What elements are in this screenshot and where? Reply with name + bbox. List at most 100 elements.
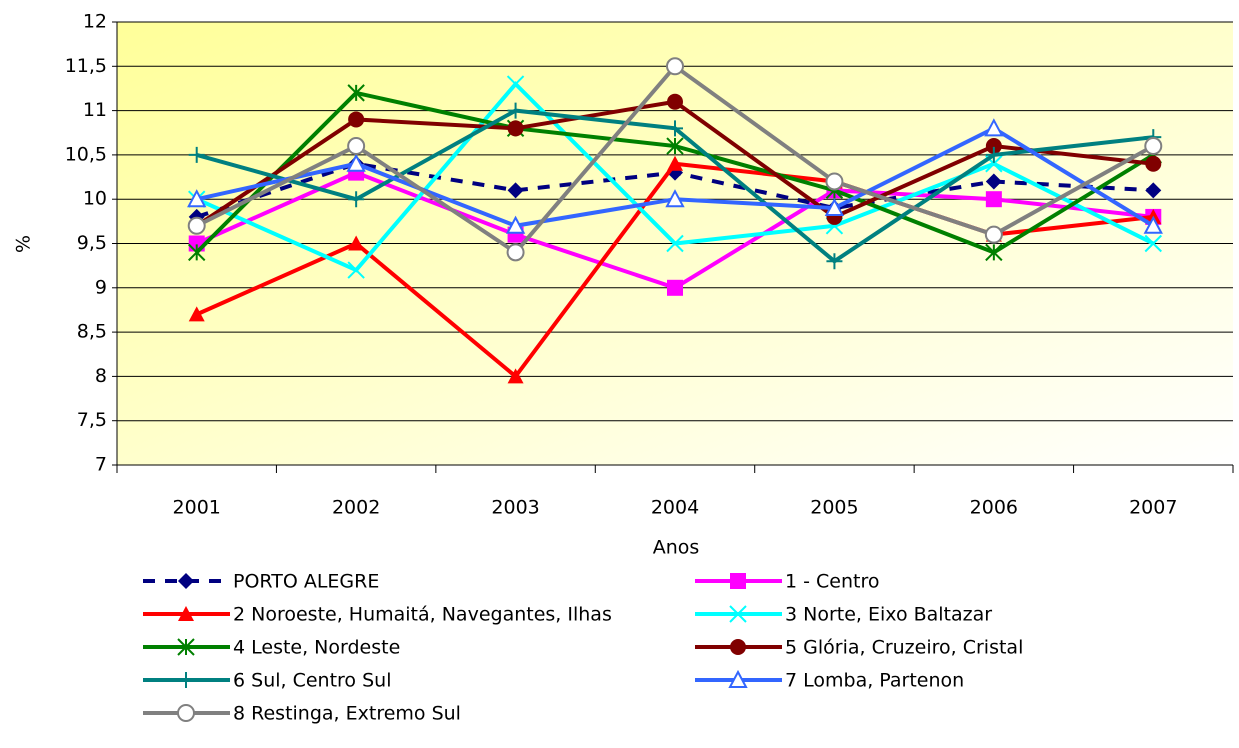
y-tick-label: 11,5 — [65, 55, 107, 77]
marker — [985, 138, 1002, 155]
marker — [177, 704, 195, 722]
marker-shape — [667, 155, 683, 171]
x-tick-label: 2006 — [970, 497, 1018, 519]
marker — [187, 189, 207, 208]
marker — [177, 638, 195, 656]
marker-shape — [667, 93, 683, 110]
marker — [348, 235, 365, 251]
marker-shape — [730, 573, 746, 589]
marker — [985, 243, 1003, 262]
marker-shape — [507, 120, 524, 137]
marker — [507, 368, 524, 384]
marker — [666, 234, 684, 253]
marker-shape — [187, 189, 207, 208]
marker-shape — [347, 137, 366, 156]
marker — [347, 84, 365, 102]
marker-shape — [984, 225, 1003, 244]
marker-shape — [1144, 137, 1163, 156]
marker — [507, 102, 524, 119]
marker — [1144, 137, 1163, 156]
marker — [505, 215, 526, 234]
marker-shape — [985, 173, 1002, 190]
marker-shape — [507, 102, 524, 119]
marker-shape — [507, 182, 524, 199]
marker — [178, 573, 194, 589]
legend-label: 7 Lomba, Partenon — [785, 670, 964, 692]
legend-label: 5 Glória, Cruzeiro, Cristal — [785, 637, 1023, 659]
marker-shape — [985, 243, 1003, 262]
marker — [348, 191, 365, 208]
marker-shape — [188, 243, 206, 262]
x-tick-label: 2005 — [810, 497, 858, 519]
marker-shape — [347, 261, 365, 279]
marker — [188, 306, 205, 322]
marker-shape — [730, 639, 746, 655]
marker — [178, 606, 194, 621]
marker-shape — [728, 669, 748, 688]
y-tick-label: 9 — [95, 276, 107, 298]
marker-shape — [985, 146, 1002, 163]
marker-shape — [187, 216, 206, 235]
marker-shape — [348, 235, 365, 251]
legend-label: 2 Noroeste, Humaitá, Navegantes, Ilhas — [233, 604, 612, 626]
marker-shape — [177, 638, 195, 656]
marker — [187, 216, 206, 235]
marker-shape — [188, 306, 205, 322]
marker — [730, 573, 746, 589]
marker-shape — [178, 573, 194, 589]
marker-shape — [347, 84, 365, 102]
marker-shape — [666, 57, 684, 76]
marker — [346, 153, 366, 172]
marker — [1145, 155, 1162, 172]
marker — [188, 243, 206, 262]
marker — [348, 111, 365, 128]
marker — [507, 120, 524, 137]
marker — [506, 75, 525, 93]
marker-shape — [188, 146, 205, 163]
marker — [1144, 234, 1162, 253]
marker-shape — [507, 368, 524, 384]
marker — [507, 182, 524, 199]
marker-shape — [666, 137, 684, 155]
y-tick-label: 9,5 — [77, 232, 107, 254]
marker-shape — [667, 120, 683, 137]
marker-shape — [505, 215, 526, 234]
legend-label: 4 Leste, Nordeste — [233, 637, 400, 659]
marker-shape — [1143, 215, 1163, 234]
x-tick-label: 2002 — [332, 497, 380, 519]
marker — [984, 225, 1003, 244]
marker — [824, 197, 845, 217]
y-tick-label: 11 — [83, 99, 107, 121]
marker — [826, 253, 843, 270]
marker — [985, 173, 1002, 190]
marker — [984, 118, 1004, 137]
y-tick-label: 7 — [95, 454, 107, 476]
y-tick-label: 10 — [83, 188, 107, 210]
marker-shape — [506, 243, 525, 262]
marker — [667, 120, 683, 137]
marker — [506, 243, 525, 262]
y-axis-label: % — [13, 235, 35, 253]
marker — [1145, 182, 1162, 199]
marker — [665, 189, 685, 208]
x-tick-label: 2004 — [651, 497, 699, 519]
marker-shape — [667, 279, 683, 296]
y-tick-label: 12 — [83, 11, 107, 33]
x-tick-label: 2003 — [491, 497, 539, 519]
y-tick-label: 8 — [95, 365, 107, 387]
marker-shape — [825, 172, 844, 191]
marker — [667, 155, 683, 171]
legend-label: PORTO ALEGRE — [233, 571, 379, 593]
marker-shape — [348, 191, 365, 208]
marker — [985, 191, 1002, 208]
marker-shape — [506, 75, 525, 93]
marker — [178, 672, 194, 688]
marker — [728, 669, 748, 688]
legend-label: 6 Sul, Centro Sul — [233, 670, 391, 692]
x-tick-label: 2001 — [173, 497, 221, 519]
marker — [985, 146, 1002, 163]
marker — [729, 605, 747, 623]
legend-label: 3 Norte, Eixo Baltazar — [785, 604, 992, 626]
marker-shape — [985, 191, 1002, 208]
y-tick-label: 10,5 — [65, 143, 107, 165]
